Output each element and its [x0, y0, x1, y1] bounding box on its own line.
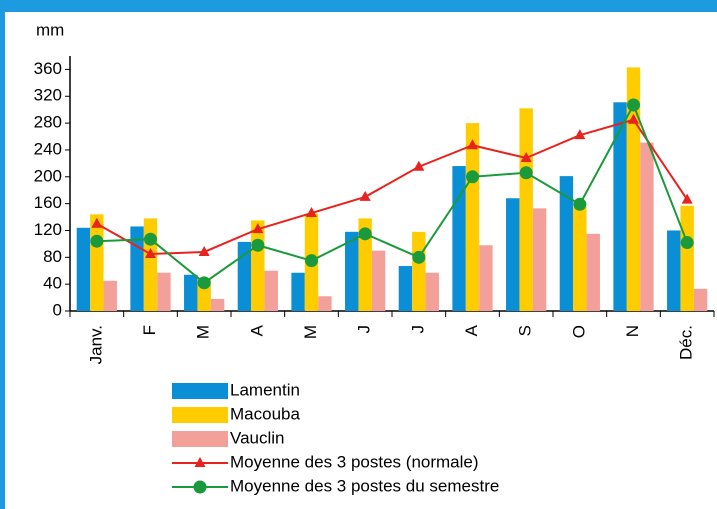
x-tick-label: N [623, 325, 642, 337]
point [680, 236, 694, 250]
y-axis-label: mm [36, 20, 64, 39]
bar [398, 266, 413, 311]
x-tick-label: O [569, 325, 588, 338]
bar [640, 142, 654, 311]
bar [358, 218, 372, 311]
legend-label: Moyenne des 3 postes du semestre [230, 476, 499, 495]
legend-swatch [172, 407, 228, 423]
bar [318, 296, 332, 311]
point [573, 197, 587, 211]
bar [586, 233, 600, 311]
bar [103, 280, 117, 311]
line [96, 102, 689, 285]
bar [680, 205, 694, 311]
bar [559, 176, 574, 311]
point [627, 98, 640, 112]
point [628, 113, 639, 124]
legend-label: Moyenne des 3 postes (normale) [230, 452, 479, 471]
bar [90, 214, 104, 311]
legend-label: Lamentin [230, 380, 300, 399]
bar [506, 198, 520, 311]
y-tick-label: 200 [34, 166, 62, 185]
bar [184, 274, 198, 311]
point [251, 238, 265, 252]
point [681, 193, 693, 204]
bar [667, 230, 681, 311]
bar [532, 208, 547, 311]
x-tick-label: S [516, 325, 535, 336]
bar [157, 272, 171, 311]
point [467, 139, 478, 150]
bar [626, 67, 641, 311]
bar [425, 272, 439, 311]
y-tick-label: 40 [43, 274, 62, 293]
point [91, 217, 103, 228]
bar [345, 231, 359, 311]
bar [76, 227, 91, 311]
y-tick-label: 80 [43, 247, 62, 266]
y-tick-label: 240 [34, 139, 62, 158]
legend-label: Vauclin [230, 428, 285, 447]
y-tick-label: 120 [34, 220, 62, 239]
line [96, 118, 688, 255]
bar [613, 102, 627, 311]
point [198, 245, 210, 256]
point [144, 232, 157, 246]
left-border [0, 0, 5, 509]
bar [412, 231, 426, 311]
legend-swatch [172, 431, 228, 447]
point [412, 250, 426, 264]
x-tick-label: M [194, 325, 213, 339]
bar [371, 250, 386, 311]
x-tick-label: M [301, 325, 320, 339]
x-tick-label: Janv. [86, 325, 105, 364]
bar [573, 206, 587, 311]
bar [452, 166, 466, 311]
bar [465, 123, 480, 312]
x-tick-label: F [140, 325, 159, 335]
point [574, 129, 586, 140]
point [252, 223, 264, 234]
legend-label: Macouba [230, 404, 300, 423]
x-tick-label: Déc. [677, 325, 696, 360]
legend-swatch [172, 383, 228, 399]
bar [264, 270, 278, 311]
header-bar [0, 0, 717, 12]
point [413, 160, 425, 171]
x-tick-label: A [247, 324, 266, 336]
bar [479, 245, 493, 311]
y-tick-label: 280 [34, 113, 62, 132]
point [197, 276, 211, 290]
bar [291, 272, 305, 311]
y-tick-label: 160 [34, 193, 62, 212]
bar [210, 298, 225, 311]
point [520, 152, 532, 162]
point [359, 190, 371, 201]
legend-marker [193, 480, 207, 494]
point [145, 247, 156, 258]
x-tick-label: J [355, 325, 374, 334]
bar [519, 108, 533, 311]
y-tick-label: 360 [34, 59, 62, 78]
point [305, 254, 318, 268]
x-tick-label: J [408, 325, 427, 334]
point [90, 234, 104, 248]
y-tick-label: 0 [53, 300, 62, 319]
point [466, 170, 479, 184]
bar [693, 288, 708, 311]
bar [143, 218, 158, 311]
x-tick-label: A [462, 324, 481, 336]
bar [237, 241, 252, 311]
point [358, 227, 372, 241]
point [519, 166, 533, 180]
y-tick-label: 320 [34, 86, 62, 105]
legend-marker [194, 457, 206, 467]
point [306, 207, 317, 218]
bar [251, 220, 265, 311]
